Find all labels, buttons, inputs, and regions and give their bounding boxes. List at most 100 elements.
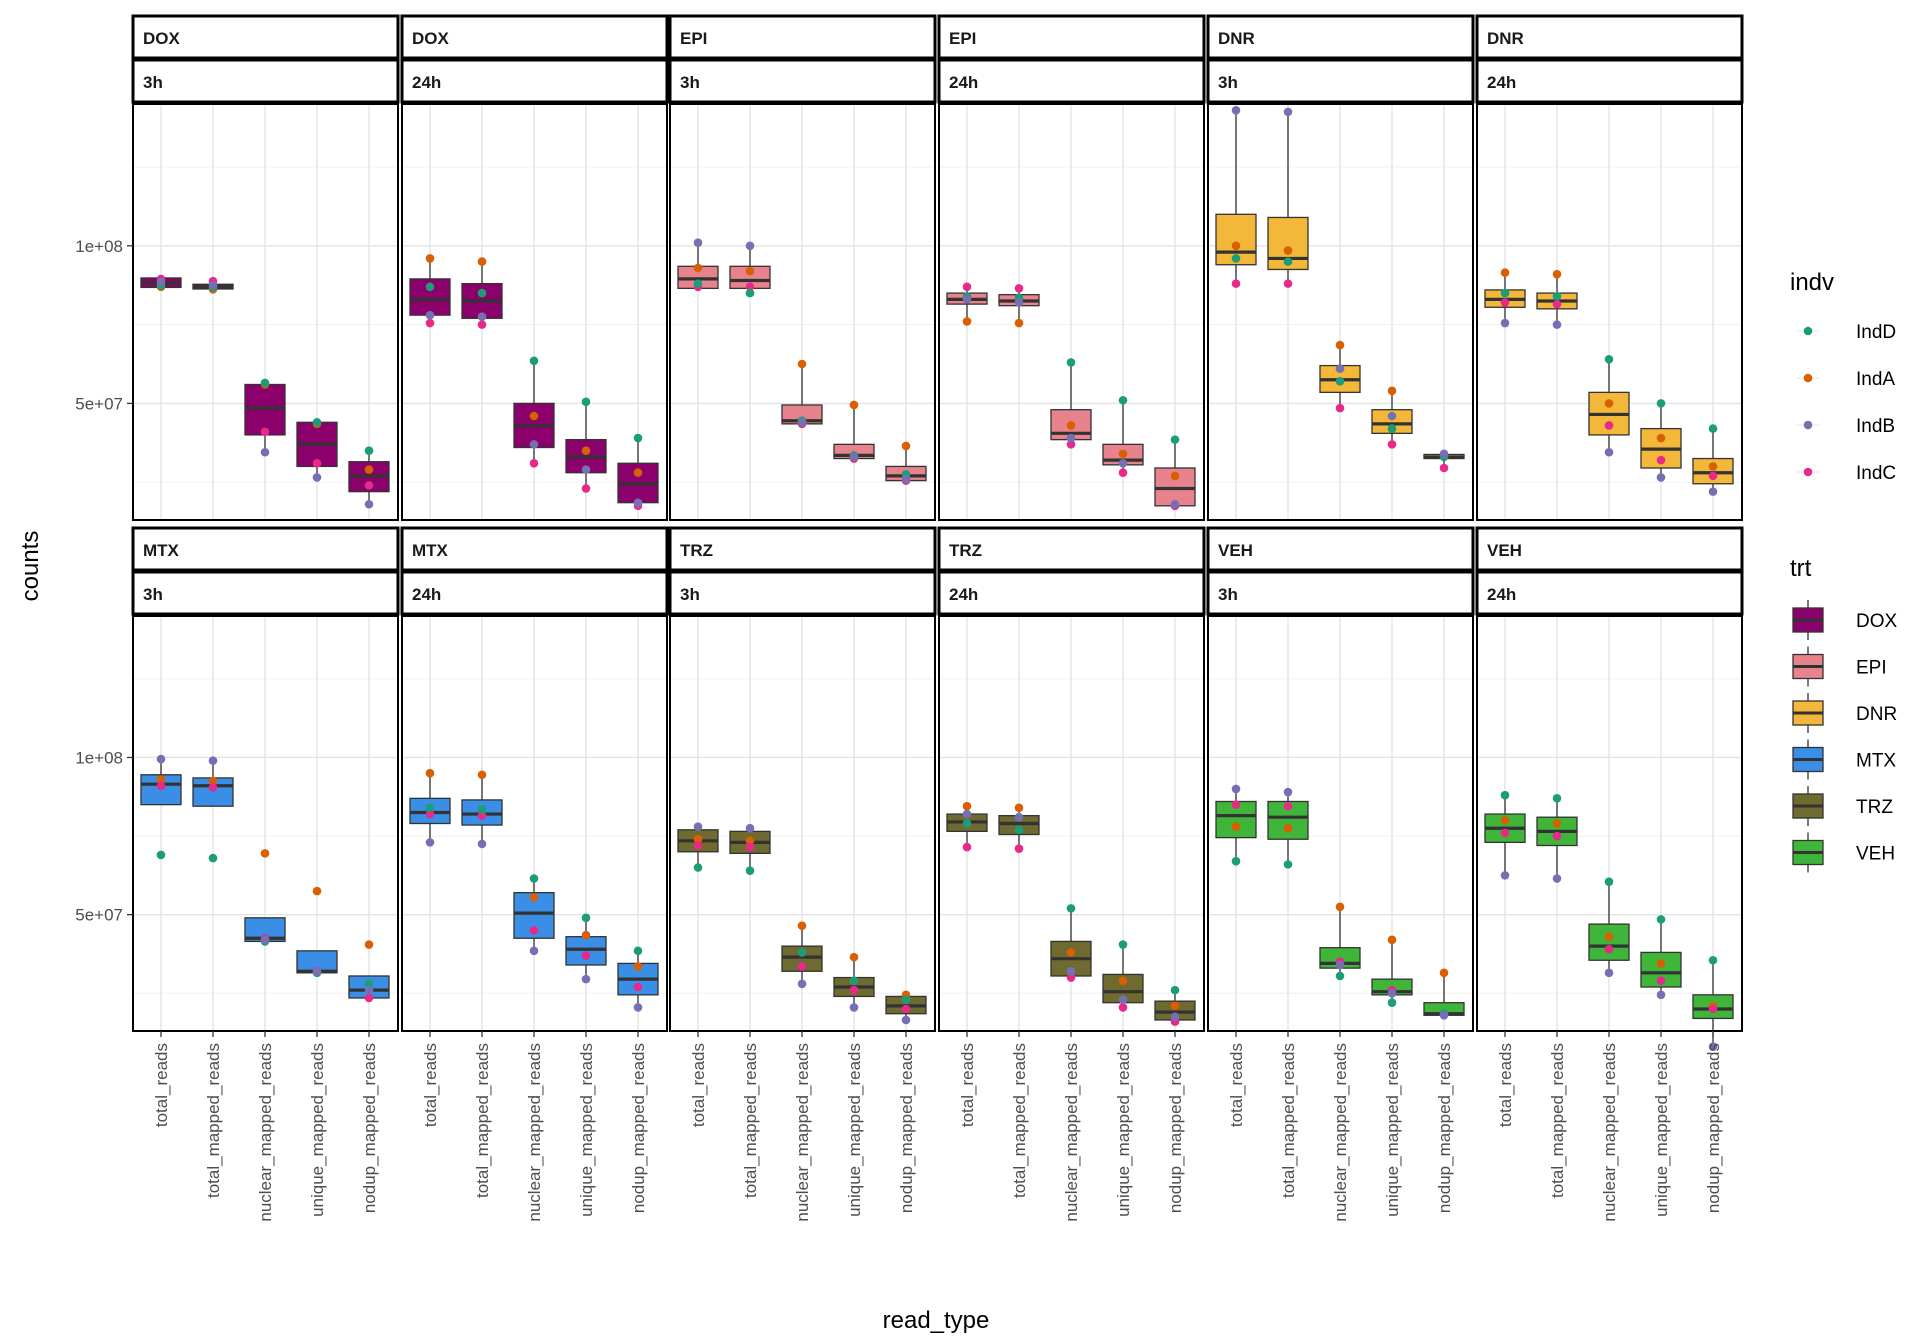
strip-time — [668, 570, 937, 616]
point-IndD — [1335, 971, 1345, 981]
strip-trt — [131, 526, 400, 572]
point-IndB — [1066, 966, 1076, 976]
strip-label-time: 24h — [949, 585, 978, 604]
point-IndD — [1014, 825, 1024, 835]
point-IndA — [477, 257, 487, 266]
panel-trz-3h: TRZ 3h total_reads total_mapped_reads nuclea… — [668, 526, 937, 1222]
point-IndC — [1283, 801, 1293, 811]
point-IndA — [208, 776, 218, 786]
point-IndB — [849, 1003, 859, 1012]
point-IndD — [1118, 940, 1128, 949]
legend-key-IndB — [1803, 420, 1813, 430]
point-IndC — [1335, 403, 1345, 413]
x-tick-label: nuclear_mapped_reads — [1331, 1043, 1350, 1222]
box-body — [1588, 923, 1630, 961]
point-IndB — [1439, 1010, 1449, 1020]
point-IndA — [364, 465, 374, 474]
box-nuclear_mapped_reads — [244, 378, 286, 457]
point-IndB — [1656, 990, 1666, 1000]
point-IndC — [745, 842, 755, 852]
legend-label-DOX: DOX — [1856, 611, 1898, 632]
point-IndD — [1170, 435, 1180, 444]
panel-epi-24h: EPI 24h — [937, 14, 1206, 521]
x-tick-label: nodup_mapped_reads — [360, 1043, 379, 1213]
panel-mtx-24h: MTX 24h total_reads total_mapped_reads nucle… — [400, 526, 669, 1222]
point-IndA — [425, 768, 435, 778]
panel-border — [1207, 103, 1474, 521]
legend-label-MTX: MTX — [1856, 751, 1896, 772]
point-IndC — [425, 318, 435, 328]
legend-label-DNR: DNR — [1856, 704, 1897, 725]
point-IndD — [693, 279, 703, 288]
point-IndB — [425, 838, 435, 847]
strip-trt — [1206, 526, 1475, 572]
point-IndB — [1604, 447, 1614, 457]
box-total_mapped_reads — [461, 770, 503, 849]
point-IndD — [1231, 856, 1241, 866]
y-tick-label: 1e+08 — [75, 748, 123, 767]
box-unique_mapped_reads — [565, 913, 607, 984]
box-nuclear_mapped_reads — [1588, 354, 1630, 457]
point-IndC — [1118, 468, 1128, 478]
strip-time — [400, 570, 669, 616]
point-IndC — [260, 427, 270, 437]
strip-label-time: 24h — [949, 73, 978, 92]
point-IndD — [1656, 399, 1666, 408]
point-IndD — [477, 805, 487, 814]
point-IndC — [1118, 1003, 1128, 1012]
x-tick-label: nodup_mapped_reads — [1704, 1043, 1723, 1213]
box-nuclear_mapped_reads — [1588, 877, 1630, 978]
y-axis-title: counts — [17, 531, 44, 602]
point-IndC — [1604, 944, 1614, 954]
box-nuclear_mapped_reads — [513, 356, 555, 468]
strip-trt — [1475, 526, 1744, 572]
point-IndC — [581, 951, 591, 960]
box-total_mapped_reads — [1536, 269, 1578, 329]
point-IndD — [745, 866, 755, 875]
point-IndB — [962, 295, 972, 304]
box-nuclear_mapped_reads — [1319, 902, 1361, 981]
box-nodup_mapped_reads — [1423, 968, 1465, 1020]
point-IndC — [797, 962, 807, 971]
point-IndD — [849, 976, 859, 985]
box-total_mapped_reads — [729, 823, 771, 875]
point-IndA — [1708, 462, 1718, 471]
point-IndD — [425, 282, 435, 292]
point-IndA — [1500, 816, 1510, 825]
point-IndA — [1500, 268, 1510, 277]
point-IndB — [745, 823, 755, 833]
strip-trt — [668, 14, 937, 60]
point-IndB — [1500, 871, 1510, 880]
point-IndC — [1066, 440, 1076, 449]
legend-key-IndC — [1803, 467, 1813, 477]
strip-time — [937, 570, 1206, 616]
box-unique_mapped_reads — [296, 418, 338, 482]
point-IndC — [745, 282, 755, 292]
legend-title-trt: trt — [1790, 555, 1812, 582]
point-IndA — [693, 834, 703, 844]
point-IndB — [901, 1015, 911, 1025]
point-IndD — [364, 979, 374, 989]
point-IndA — [1014, 803, 1024, 813]
point-IndA — [1231, 822, 1241, 831]
point-IndB — [633, 498, 643, 507]
strip-label-time: 3h — [1218, 585, 1238, 604]
point-IndB — [529, 440, 539, 449]
point-IndC — [1066, 973, 1076, 982]
point-IndB — [312, 967, 322, 977]
point-IndB — [1283, 107, 1293, 117]
point-IndB — [156, 754, 166, 764]
point-IndB — [745, 241, 755, 251]
point-IndC — [1231, 279, 1241, 288]
box-nuclear_mapped_reads — [513, 874, 555, 956]
point-IndA — [962, 801, 972, 811]
box-nodup_mapped_reads — [1692, 955, 1734, 1052]
strip-time — [1206, 570, 1475, 616]
point-IndB — [208, 756, 218, 765]
point-IndB — [208, 280, 218, 290]
point-IndD — [797, 948, 807, 957]
strip-label-time: 24h — [412, 585, 441, 604]
panel-border — [938, 103, 1205, 521]
point-IndB — [1708, 487, 1718, 496]
box-total_reads — [1484, 790, 1526, 880]
